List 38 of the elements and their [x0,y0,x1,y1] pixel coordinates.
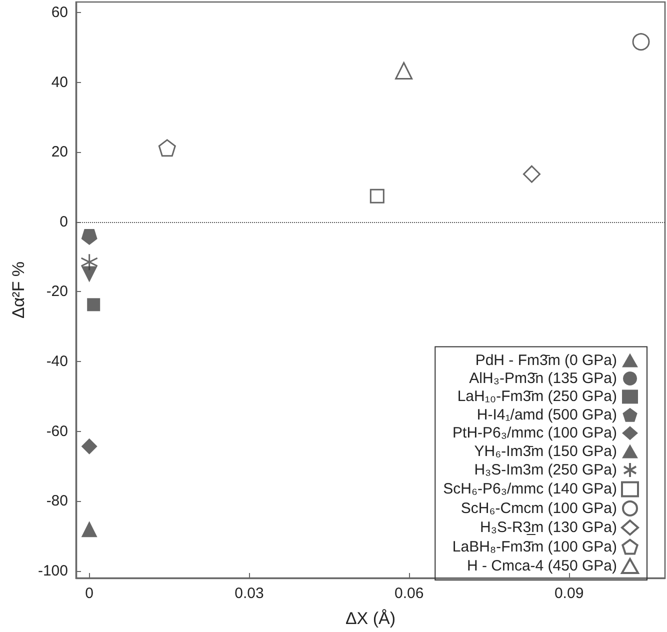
point [522,165,540,183]
x-tick-label: 0.06 [394,585,424,602]
x-tick-label: 0.03 [234,585,264,602]
y-tick-label: 60 [51,4,68,21]
legend-label: PtH-P6₃/mmc (100 GPa) [452,424,617,442]
y-tick-label: -20 [46,283,68,300]
legend-label: PdH - Fm3̄m (0 GPa) [475,352,618,369]
legend-label: ScH₆-P6₃/mmc (140 GPa) [443,480,617,498]
legend-label: H-I4₁/amd (500 GPa) [476,406,617,424]
x-axis-title: ΔX (Å) [345,609,396,628]
y-tick-label: 0 [60,213,68,230]
y-tick-label: -60 [46,422,68,440]
y-axis-title: Δα²F % [9,261,28,319]
y-tick-label: -100 [38,562,68,580]
point [370,188,384,204]
legend-label: H - Cmca-4 (450 GPa) [466,558,617,574]
point [81,438,98,454]
legend-label: AlH₃-Pm3̄n (135 GPa) [469,370,617,387]
y-tick-label: 40 [51,74,68,91]
legend-label: H₃S-Im3m (250 GPa) [474,462,617,478]
x-tick-label: 0 [85,585,94,602]
point [632,33,650,51]
legend-label: YH₆-Im3̄m (150 GPa) [474,442,618,460]
point [81,228,98,245]
point [87,298,100,312]
x-tick-label: 0.09 [554,585,584,602]
y-tick-label: -40 [46,353,68,370]
point [81,266,98,282]
legend-label: ScH₆-Cmcm (100 GPa) [460,500,617,517]
legend-label: LaH₁₀-Fm3̄m (250 GPa) [457,388,617,406]
point [395,62,413,80]
point [158,139,176,157]
point [80,253,98,271]
y-tick-label: -80 [46,492,68,510]
legend-label: LaBH₈-Fm3̄m (100 GPa) [452,538,617,556]
legend-label: H₃S-R3̲m (130 GPa) [480,519,617,536]
y-tick-label: 20 [51,144,68,161]
point [81,521,98,538]
